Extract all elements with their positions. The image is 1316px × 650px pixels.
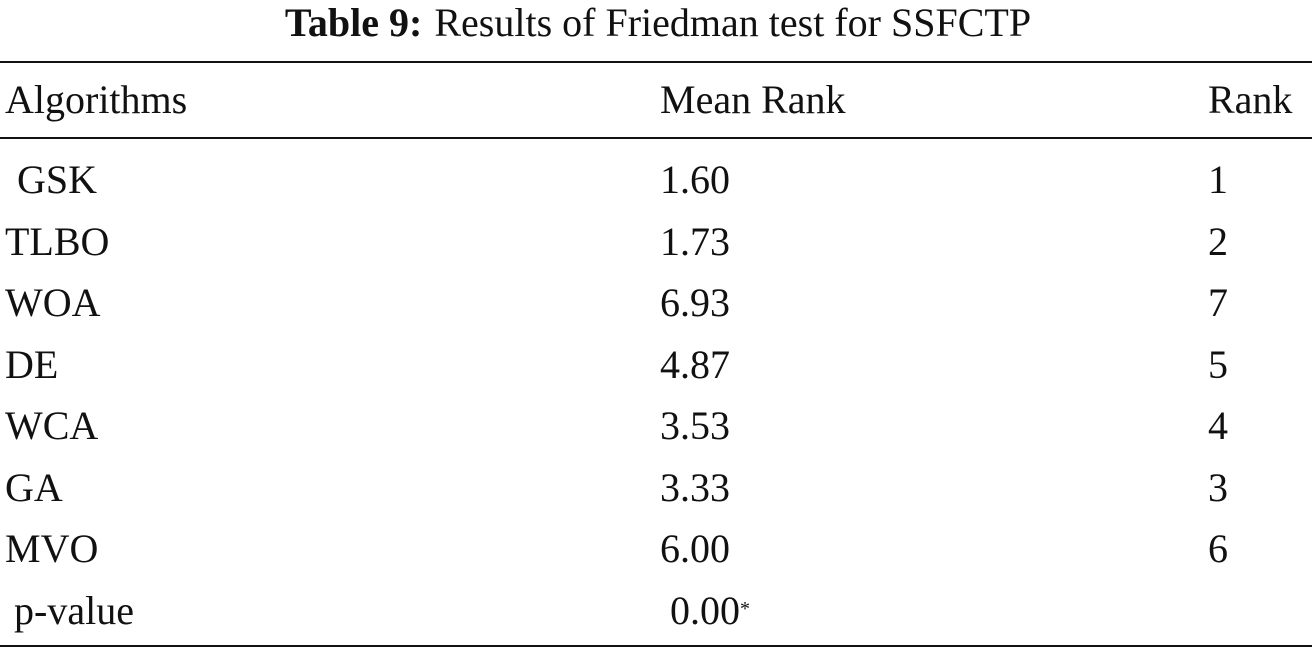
table-cell: GA: [5, 464, 63, 510]
table-cell: 1.60: [660, 157, 730, 202]
column-header: Algorithms: [5, 77, 188, 122]
table-cell: 5: [1208, 341, 1228, 387]
table-cell: 3.33: [660, 464, 730, 510]
table-cell: 2: [1208, 218, 1228, 264]
table-cell: TLBO: [5, 218, 110, 264]
table-caption: Table 9: Results of Friedman test for SSF…: [0, 0, 1316, 46]
significance-marker: *: [740, 597, 750, 620]
table-cell: DE: [5, 341, 59, 387]
table-cell: 4.87: [660, 341, 730, 387]
bottom-rule: [0, 645, 1312, 647]
column-header: Rank: [1208, 77, 1293, 122]
table-cell: WCA: [5, 403, 99, 448]
table-cell: 3: [1208, 464, 1228, 510]
top-rule: [0, 61, 1312, 63]
table-cell: 1.73: [660, 218, 730, 264]
pvalue-value: 0.00*: [670, 587, 750, 633]
pvalue-label: p-value: [14, 587, 134, 633]
table-cell: 3.53: [660, 403, 730, 448]
table-cell: 6: [1208, 526, 1228, 571]
table-cell: 6.93: [660, 280, 730, 325]
table-cell: 7: [1208, 280, 1228, 325]
column-header: Mean Rank: [660, 77, 846, 122]
table-cell: 4: [1208, 403, 1228, 448]
table-cell: 6.00: [660, 526, 730, 571]
caption-label: Table 9:: [284, 0, 423, 45]
table-cell: WOA: [5, 280, 101, 325]
table-cell: 1: [1208, 157, 1228, 202]
table-cell: MVO: [5, 526, 99, 571]
header-rule: [0, 137, 1312, 139]
table-cell: GSK: [17, 157, 98, 202]
caption-text: Results of Friedman test for SSFCTP: [434, 0, 1032, 45]
